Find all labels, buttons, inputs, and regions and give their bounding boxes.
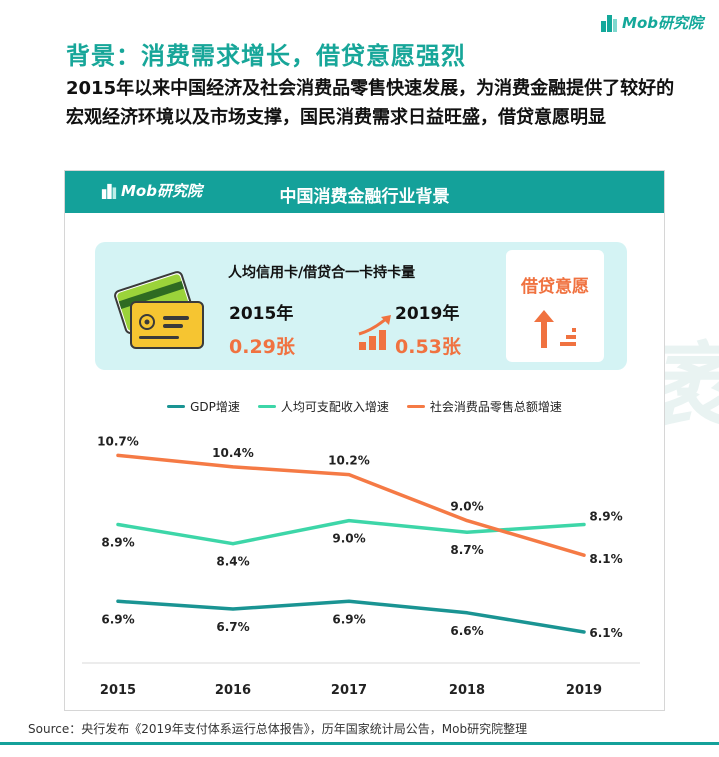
data-point (231, 465, 235, 469)
x-tick-label: 2017 (331, 683, 367, 698)
data-label: 10.4% (212, 446, 254, 460)
data-label: 8.1% (589, 552, 622, 566)
data-point (465, 611, 469, 615)
arrow-up-icon (534, 310, 576, 348)
data-label: 6.1% (589, 626, 622, 640)
card-stat-year-b: 2019年 (395, 304, 460, 324)
legend-swatch (406, 405, 425, 408)
data-label: 8.7% (450, 543, 483, 557)
card-stat-box: 人均信用卡/借贷合一卡持卡量 2015年 0.29张 2019年 0.53张 借… (95, 242, 627, 370)
card-header: Mob研究院 中国消费金融行业背景 (65, 171, 664, 213)
data-point (231, 607, 235, 611)
data-point (465, 519, 469, 523)
data-label: 8.4% (216, 555, 249, 569)
data-label: 8.9% (589, 510, 622, 524)
data-label: 6.6% (450, 624, 483, 638)
card-stat-value-b: 0.53张 (395, 336, 461, 358)
legend-label: 人均可支配收入增速 (280, 400, 389, 414)
card-stat-label: 人均信用卡/借贷合一卡持卡量 (228, 265, 416, 281)
growth-icon (358, 315, 391, 350)
data-point (465, 530, 469, 534)
card-stat-value-a: 0.29张 (229, 336, 295, 358)
card-stat-year-a: 2015年 (229, 304, 294, 324)
x-tick-label: 2015 (100, 683, 136, 698)
legend-label: GDP增速 (190, 400, 240, 414)
top-logo-text: Mob研究院 (622, 14, 703, 32)
card-header-logo: Mob研究院 (101, 180, 202, 201)
x-tick-label: 2018 (449, 683, 485, 698)
chart-card: Mob研究院 中国消费金融行业背景 人均信用卡/借贷合一卡持卡量 2015年 0… (64, 170, 665, 711)
data-label: 9.0% (332, 532, 365, 546)
data-point (116, 599, 120, 603)
legend-item: GDP增速 (167, 398, 240, 415)
credit-card-icon (114, 271, 204, 349)
data-label: 6.9% (332, 612, 365, 626)
chart-legend: GDP增速 人均可支配收入增速 社会消费品零售总额增速 (64, 398, 665, 415)
data-point (582, 523, 586, 526)
data-point (231, 542, 235, 546)
data-point (116, 523, 120, 526)
loan-willingness-label: 借贷意愿 (521, 277, 589, 297)
mob-logo-icon (101, 183, 117, 199)
page-title: 背景：消费需求增长，借贷意愿强烈 (66, 42, 466, 70)
mob-logo-icon (601, 14, 618, 32)
data-label: 6.7% (216, 620, 249, 634)
legend-swatch (257, 405, 276, 408)
data-point (582, 553, 586, 557)
data-label: 8.9% (101, 536, 134, 550)
card-header-logo-text: Mob研究院 (121, 182, 202, 200)
card-header-title: 中国消费金融行业背景 (279, 187, 450, 207)
legend-label: 社会消费品零售总额增速 (429, 400, 562, 414)
legend-item: 人均可支配收入增速 (257, 398, 389, 415)
data-label: 6.9% (101, 612, 134, 626)
data-point (116, 453, 120, 457)
legend-swatch (167, 405, 186, 408)
data-point (347, 519, 351, 523)
x-tick-label: 2019 (566, 683, 602, 698)
legend-item: 社会消费品零售总额增速 (406, 398, 562, 415)
source-note: Source：央行发布《2019年支付体系运行总体报告》，历年国家统计局公告，M… (28, 722, 528, 736)
loan-willingness-box: 借贷意愿 (506, 250, 604, 362)
data-label: 10.7% (97, 434, 139, 448)
data-point (347, 473, 351, 477)
data-point (582, 630, 586, 634)
data-label: 10.2% (328, 454, 370, 468)
data-point (347, 599, 351, 603)
data-label: 9.0% (450, 500, 483, 514)
x-tick-label: 2016 (215, 683, 251, 698)
bottom-rule (0, 742, 719, 745)
top-logo: Mob研究院 (600, 12, 703, 33)
page-subtitle: 2015年以来中国经济及社会消费品零售快速发展，为消费金融提供了较好的宏观经济环… (66, 78, 675, 128)
